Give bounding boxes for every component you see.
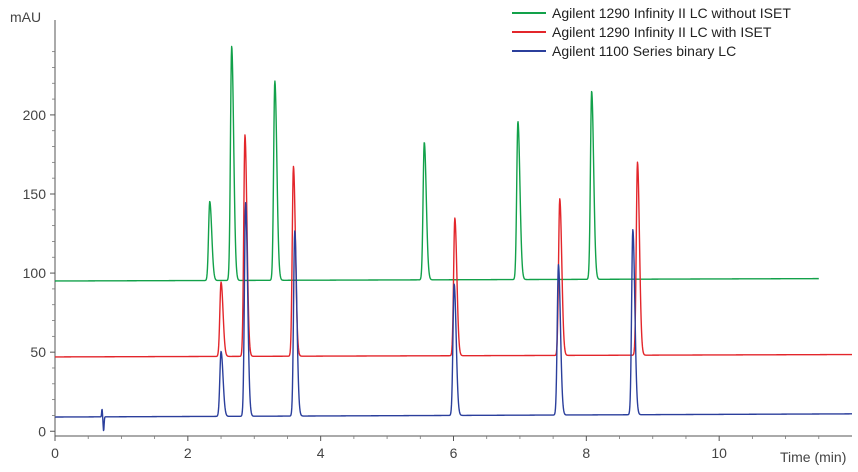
legend-label-2: Agilent 1290 Infinity II LC with ISET	[552, 24, 772, 40]
series-layer	[54, 45, 853, 432]
y-axis-label: mAU	[10, 9, 41, 25]
series-line-2	[54, 134, 853, 358]
legend-label-3: Agilent 1100 Series binary LC	[552, 43, 736, 59]
legend-label-1: Agilent 1290 Infinity II LC without ISET	[552, 5, 791, 21]
series-line-3	[54, 202, 853, 432]
y-tick-label: 200	[23, 107, 47, 123]
legend: Agilent 1290 Infinity II LC without ISET…	[512, 5, 791, 59]
x-tick-label: 10	[711, 445, 727, 461]
axes: 0 50 100 150 200 0 2 4 6 8 10	[23, 20, 852, 461]
x-axis-label: Time (min)	[780, 449, 846, 465]
y-tick-label: 0	[38, 423, 46, 439]
x-tick-label: 6	[450, 445, 458, 461]
x-tick-label: 4	[317, 445, 325, 461]
y-tick-label: 150	[23, 186, 47, 202]
x-tick-label: 8	[582, 445, 590, 461]
x-tick-label: 0	[51, 445, 59, 461]
y-tick-label: 100	[23, 265, 47, 281]
x-tick-label: 2	[184, 445, 192, 461]
series-line-1	[54, 45, 820, 282]
y-tick-label: 50	[30, 344, 46, 360]
